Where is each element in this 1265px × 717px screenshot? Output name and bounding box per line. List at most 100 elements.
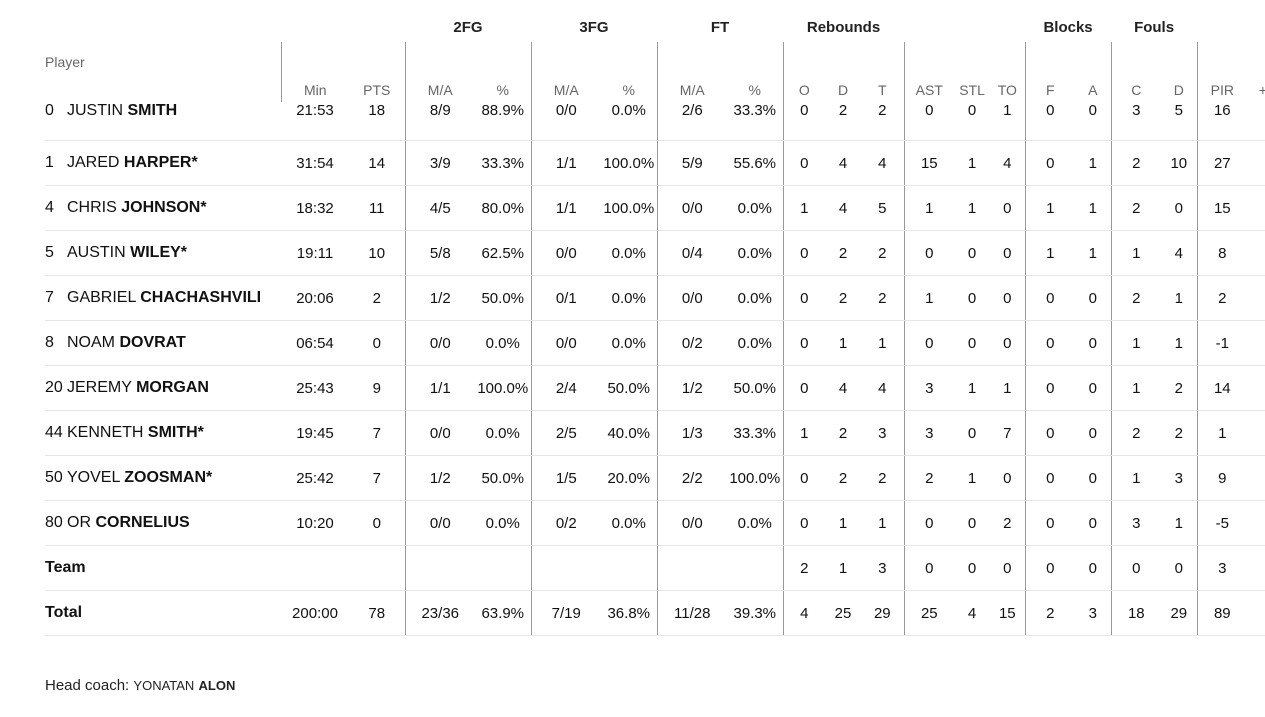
stat-stl: 0 [954,102,991,141]
stat-d: 2 [825,102,862,141]
stat-ft: 0/4 [656,230,727,276]
player-link[interactable]: OR CORNELIUS [67,514,190,531]
stat-pts: 10 [349,230,405,276]
header-fouls-c[interactable]: C [1110,42,1162,102]
stat-ft: 1/3 [656,410,727,456]
player-link[interactable]: AUSTIN WILEY* [67,244,187,261]
header-3fg-pct[interactable]: % [622,82,635,98]
player-link[interactable]: CHRIS JOHNSON* [67,199,207,216]
stat-fg2p: 0.0% [475,320,531,366]
stat-d: 2 [825,275,862,321]
stat-ftp: 50.0% [727,365,784,411]
stat-stl: 0 [954,410,991,456]
stat-to: 1 [990,102,1026,141]
stat-fg3p: 36.8% [601,590,657,636]
header-stl[interactable]: STL [959,82,985,98]
player-first-name: JUSTIN [67,102,123,119]
stat-o: 0 [782,500,826,546]
player-number: 0 [45,102,54,119]
player-first-name: JARED [67,154,120,171]
player-row: 8 NOAM DOVRAT 06:54 0 0/0 0.0% 0/0 0.0% 0/2 0.0% 0… [45,320,1265,366]
stat-fg2: 23/36 [404,590,475,636]
stat-fc: 2 [1110,185,1162,231]
stat-t: 4 [861,140,905,186]
stat-ftp: 55.6% [727,140,784,186]
stat-ba: 1 [1075,140,1112,186]
player-link[interactable]: JUSTIN SMITH [67,102,177,119]
player-row: 44 KENNETH SMITH* 19:45 7 0/0 0.0% 2/5 40.0% 1/3… [45,410,1265,456]
stat-ft [656,545,727,591]
stat-pts: 9 [349,365,405,411]
header-reb-t[interactable]: T [878,82,887,98]
player-first-name: GABRIEL [67,289,136,306]
player-link[interactable]: JARED HARPER* [67,154,198,171]
stat-pm [1247,500,1265,546]
header-to[interactable]: TO [997,82,1017,98]
player-number: 50 [45,469,63,486]
player-name-cell: 44 KENNETH SMITH* [45,410,281,456]
header-ft-pct[interactable]: % [748,82,761,98]
player-link[interactable]: GABRIEL CHACHASHVILI [67,289,261,306]
player-row: 50 YOVEL ZOOSMAN* 25:42 7 1/2 50.0% 1/5 20.0% 2/… [45,455,1265,501]
stat-o: 0 [782,455,826,501]
player-first-name: CHRIS [67,199,117,216]
stat-ba: 1 [1075,185,1112,231]
header-ft-ma[interactable]: M/A [656,42,727,102]
player-last-name: SMITH [127,102,178,119]
total-row: Total 200:00 78 23/36 63.9% 7/19 36.8% 11/28 39.… [45,590,1265,636]
header-2fg-ma[interactable]: M/A [404,42,475,102]
player-link[interactable]: YOVEL ZOOSMAN* [67,469,212,486]
stat-bf: 1 [1024,185,1076,231]
stat-t: 3 [861,545,905,591]
stat-fg2p: 62.5% [475,230,531,276]
header-min[interactable]: Min [280,42,349,102]
stat-t: 4 [861,365,905,411]
stat-fd: 4 [1161,230,1198,276]
header-plus-minus[interactable]: +/- [1258,82,1265,98]
header-pir[interactable]: PIR [1196,42,1248,102]
stat-fg2: 5/8 [404,230,475,276]
header-blk-a[interactable]: A [1088,82,1098,98]
header-fouls-d[interactable]: D [1173,82,1184,98]
stat-pts: 18 [349,102,405,141]
stat-pm [1247,455,1265,501]
stat-fg3p: 0.0% [601,320,657,366]
stat-o: 4 [782,590,826,636]
player-last-name: CORNELIUS [95,514,190,531]
header-blk-f[interactable]: F [1024,42,1076,102]
header-pts[interactable]: PTS [363,82,391,98]
stat-to: 1 [990,365,1026,411]
player-link[interactable]: KENNETH SMITH* [67,424,204,441]
stat-fg2: 4/5 [404,185,475,231]
stat-pm [1247,590,1265,636]
player-name-cell: 7 GABRIEL CHACHASHVILI [45,275,281,321]
team-row: Team 2 1 3 0 0 0 0 0 0 0 3 [45,545,1265,591]
stat-fg3: 1/5 [530,455,601,501]
player-link[interactable]: NOAM DOVRAT [67,334,186,351]
header-reb-o[interactable]: O [782,42,826,102]
stat-to: 2 [990,500,1026,546]
player-name-cell: 4 CHRIS JOHNSON* [45,185,281,231]
stat-pts: 2 [349,275,405,321]
header-reb-d[interactable]: D [837,82,849,98]
stat-pir: 3 [1196,545,1248,591]
stat-fg2: 0/0 [404,410,475,456]
stat-to: 0 [990,185,1026,231]
player-name-cell: 80 OR CORNELIUS [45,500,281,546]
stat-fg2: 8/9 [404,102,475,141]
player-link[interactable]: JEREMY MORGAN [67,379,209,396]
player-number: 1 [45,154,54,171]
stat-ast: 3 [903,410,955,456]
stat-ftp: 0.0% [727,185,784,231]
header-3fg-ma[interactable]: M/A [530,42,601,102]
header-player[interactable]: Player [45,54,85,70]
stat-ba: 1 [1075,230,1112,276]
stat-stl: 0 [954,320,991,366]
header-ast[interactable]: AST [903,42,955,102]
stat-to: 0 [990,455,1026,501]
stat-min: 25:43 [281,365,349,411]
stat-bf: 0 [1024,320,1076,366]
stat-min: 18:32 [281,185,349,231]
header-2fg-pct[interactable]: % [496,82,509,98]
head-coach-first-name: YONATAN [133,678,195,693]
